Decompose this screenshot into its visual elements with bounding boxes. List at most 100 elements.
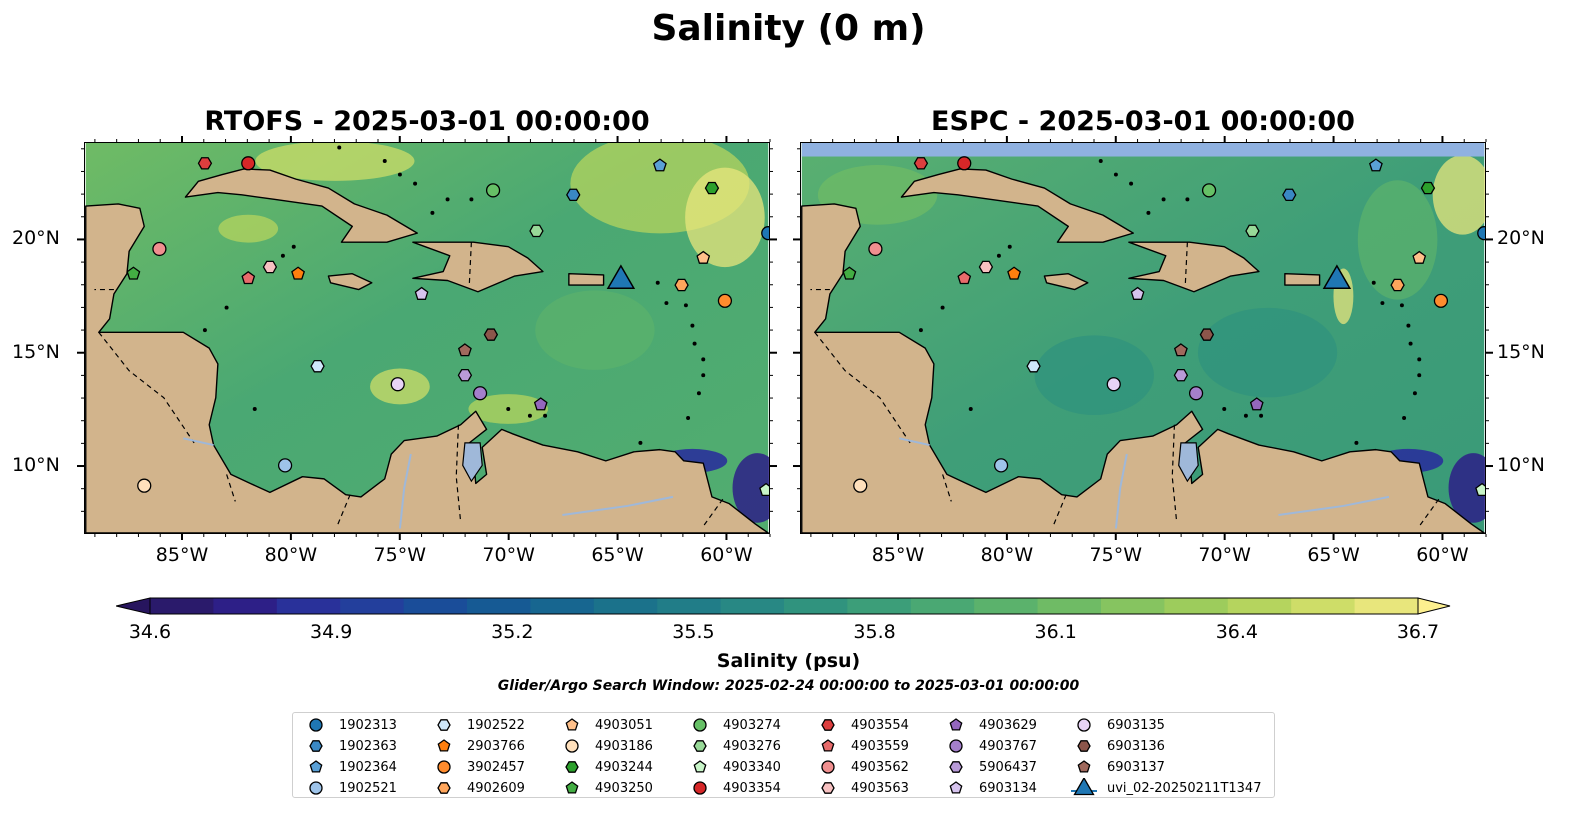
float-6903136 [1199,328,1215,341]
legend-marker [821,782,835,794]
country-border [1052,494,1067,527]
legend-label: 4903354 [723,780,781,796]
colorbar-segment [467,598,531,614]
legend-item-4903629: 4903629 [943,715,1037,735]
search-window-text: Glider/Argo Search Window: 2025-02-24 00… [497,678,1080,694]
rtofs-map [84,142,770,534]
rtofs-panel-title: RTOFS - 2025-03-01 00:00:00 [204,106,650,137]
triangle-marker-icon [1071,778,1097,796]
island [1406,323,1411,328]
circle-marker-icon [565,739,579,753]
float-1902521 [993,458,1009,473]
colorbar-segment [530,598,595,614]
colorbar-segment [1101,598,1165,614]
legend-marker [821,760,835,774]
country-border [702,498,724,527]
land-west [801,203,1485,533]
legend-item-4903051: 4903051 [559,715,653,735]
lat-tick-label-right: 20°N [1497,227,1545,250]
island [701,373,706,378]
island [686,416,691,421]
legend-item-1902313: 1902313 [303,715,397,735]
legend-marker [693,760,707,773]
land-west [85,203,769,533]
salinity-patch [218,214,279,243]
legend-marker [565,781,579,794]
island [1417,357,1422,362]
legend-marker [693,718,707,732]
float-4903562 [868,241,883,257]
legend-label: 4903559 [851,738,909,754]
colorbar-tick-label: 34.6 [128,621,172,643]
lake-maracaibo [462,442,483,483]
country-border [336,494,351,527]
hexagon-marker-icon [1077,740,1091,752]
legend-item-4903274: 4903274 [687,715,781,735]
float-6903137 [1173,343,1188,357]
legend-label: 4903629 [979,717,1037,733]
circle-marker-icon [949,739,963,753]
float-4903629 [1249,397,1264,411]
float-6903137 [457,343,472,357]
pentagon-marker-icon [949,718,963,731]
float-1902313 [761,226,769,241]
legend-label: 4903554 [851,717,909,733]
island [1146,210,1151,215]
legend-label: 6903134 [979,780,1037,796]
island [1402,416,1407,421]
colorbar-segment [1227,598,1292,614]
colorbar-tick-label: 35.5 [672,621,715,643]
lon-tick-label: 85°W [155,544,209,566]
island [1408,341,1413,346]
float-1902522 [1026,359,1041,373]
legend-item-6903134: 6903134 [943,778,1037,798]
float-4903559 [957,271,972,285]
legend-marker [693,781,707,795]
legend-item-glider: uvi_02-20250211T1347 [1071,778,1261,798]
pentagon-marker-icon [949,781,963,794]
float-4903274 [485,183,501,198]
legend-marker [1077,718,1091,732]
legend-marker [437,782,451,794]
island [506,407,511,412]
island [1129,181,1134,186]
legend-label: 6903136 [1107,738,1165,754]
lon-tick-label: 70°W [482,544,535,566]
country-border [98,331,195,444]
lon-tick-label: 60°W [1416,544,1469,566]
hexagon-marker-icon [437,719,451,731]
legend-marker [1077,740,1091,752]
legend-marker [565,761,579,773]
island [252,407,257,412]
land-hisp [1128,241,1260,293]
legend-label: 4903051 [595,717,653,733]
lon-tick-label: 75°W [1089,544,1142,566]
hexagon-marker-icon [309,740,323,752]
country-border [468,242,472,286]
island [543,413,548,418]
salinity-patch [685,167,765,268]
tick-marks [77,136,1493,540]
lon-tick-label: 70°W [1198,544,1251,566]
hexagon-marker-icon [949,761,963,773]
legend-marker [565,718,579,731]
lon-tick-label: 85°W [871,544,925,566]
legend-marker [949,718,963,731]
legend-label: 6903135 [1107,717,1165,733]
legend-marker [693,740,707,752]
land-jam [327,273,373,291]
land-pr [568,273,605,286]
pentagon-marker-icon [1077,760,1091,773]
legend-item-1902364: 1902364 [303,757,397,777]
float-4903559 [241,271,256,285]
float-1902363 [566,188,581,202]
float-1902522 [310,359,325,373]
hexagon-marker-icon [565,761,579,773]
float-4903244 [1420,181,1436,195]
float-4903186 [853,478,868,493]
river [562,495,674,516]
island [397,172,402,177]
hexagon-marker-icon [693,740,707,752]
colorbar-tick-label: 34.9 [309,621,353,643]
legend-label: 4903274 [723,717,781,733]
